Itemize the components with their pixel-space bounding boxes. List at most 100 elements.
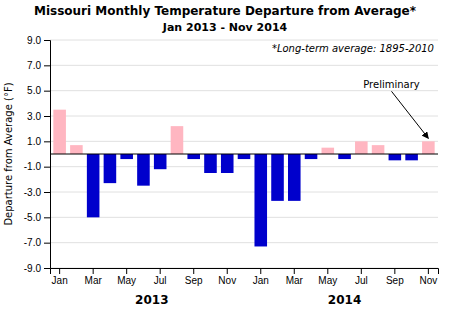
x-tick: May xyxy=(318,268,337,286)
x-tick-label: Jan xyxy=(253,275,269,286)
bar xyxy=(405,154,418,160)
y-tick-mark xyxy=(44,167,50,168)
y-tick-label: -5.0 xyxy=(24,212,42,223)
bar xyxy=(137,154,150,186)
x-tick: Nov xyxy=(419,268,437,286)
bar xyxy=(322,148,335,154)
y-tick-mark xyxy=(44,141,50,142)
y-tick-label: -9.0 xyxy=(24,263,42,274)
x-tick-label: May xyxy=(318,275,337,286)
y-tick-label: 5.0 xyxy=(27,85,41,96)
chart: Missouri Monthly Temperature Departure f… xyxy=(0,0,450,312)
x-tick: Sep xyxy=(185,268,203,286)
annotation: *Long-term average: 1895-2010 xyxy=(272,43,434,54)
x-tick: Sep xyxy=(386,268,404,286)
y-tick-mark xyxy=(44,91,50,92)
y-tick: 1.0 xyxy=(27,136,50,147)
x-tick-label: Mar xyxy=(286,275,304,286)
x-tick: Jan xyxy=(253,268,269,286)
y-axis: -9.0 -7.0 -5.0 -3.0 -1.0 1.0 3.0 5.0 7.0 9.0 xyxy=(24,35,51,274)
x-tick-mark xyxy=(294,268,295,274)
zero-line xyxy=(50,154,438,155)
x-tick-label: Jan xyxy=(52,275,68,286)
x-tick: Jul xyxy=(355,268,368,286)
x-tick: Mar xyxy=(85,268,103,286)
x-tick-label: Nov xyxy=(218,275,236,286)
x-axis-line xyxy=(51,269,439,275)
bar xyxy=(305,154,318,159)
y-tick: -3.0 xyxy=(24,187,50,198)
y-tick-label: 3.0 xyxy=(27,111,41,122)
x-tick-mark xyxy=(327,268,328,274)
y-tick-label: -7.0 xyxy=(24,237,42,248)
y-tick: 5.0 xyxy=(27,85,50,96)
grid-line xyxy=(50,242,438,243)
x-tick: Jan xyxy=(52,268,68,286)
x-tick-mark xyxy=(126,268,127,274)
grid-line xyxy=(50,192,438,193)
grid-line xyxy=(50,141,438,142)
annotation: Preliminary xyxy=(363,79,420,90)
bar xyxy=(355,141,368,154)
y-axis-title: Departure from Average (°F) xyxy=(3,82,14,225)
x-tick-mark xyxy=(93,268,94,274)
bar xyxy=(154,154,167,169)
bar xyxy=(271,154,284,201)
annotation-arrow xyxy=(391,91,428,138)
y-tick-mark xyxy=(44,116,50,117)
y-tick-mark xyxy=(44,65,50,66)
bar xyxy=(221,154,234,173)
bar xyxy=(87,154,100,217)
x-tick-mark xyxy=(193,268,194,274)
x-tick-mark xyxy=(260,268,261,274)
x-tick-mark xyxy=(59,268,60,274)
x-tick-label: May xyxy=(117,275,136,286)
x-tick-label: Jul xyxy=(154,275,167,286)
bar xyxy=(389,154,402,160)
bar xyxy=(338,154,351,159)
x-tick-label: Sep xyxy=(185,275,203,286)
bar xyxy=(120,154,133,159)
y-tick-label: 9.0 xyxy=(27,35,41,46)
grid xyxy=(50,40,438,268)
y-tick-label: 7.0 xyxy=(27,60,41,71)
y-tick-label: -3.0 xyxy=(24,187,42,198)
y-tick: 7.0 xyxy=(27,60,50,71)
x-axis: Jan Mar May Jul Sep Nov Jan Mar May Jul Sep Nov xyxy=(51,268,439,286)
x-tick-mark xyxy=(227,268,228,274)
y-tick-label: 1.0 xyxy=(27,136,41,147)
y-tick: 9.0 xyxy=(27,35,50,46)
x-tick-mark xyxy=(394,268,395,274)
x-tick-mark xyxy=(428,268,429,274)
y-tick-mark xyxy=(44,268,50,269)
y-tick-mark xyxy=(44,40,50,41)
x-tick-mark xyxy=(160,268,161,274)
y-tick: 3.0 xyxy=(27,111,50,122)
bar xyxy=(204,154,217,173)
y-tick-mark xyxy=(44,243,50,244)
x-tick-label: Mar xyxy=(85,275,103,286)
x-tick: Mar xyxy=(286,268,304,286)
plot: -9.0 -7.0 -5.0 -3.0 -1.0 1.0 3.0 5.0 7.0 9.0 Jan Ma… xyxy=(24,35,439,307)
x-tick: Jul xyxy=(154,268,167,286)
x-tick-mark xyxy=(361,268,362,274)
y-tick: -1.0 xyxy=(24,161,50,172)
x-tick-label: Nov xyxy=(419,275,437,286)
grid-line xyxy=(50,40,438,41)
x-tick-label: Jul xyxy=(355,275,368,286)
grid-line xyxy=(50,65,438,66)
y-tick: -9.0 xyxy=(24,263,50,274)
y-tick-mark xyxy=(44,217,50,218)
grid-line xyxy=(50,116,438,117)
bar xyxy=(288,154,301,201)
grid-line xyxy=(50,90,438,91)
bar xyxy=(53,110,66,154)
title: Missouri Monthly Temperature Departure f… xyxy=(34,4,417,18)
bar xyxy=(187,154,200,159)
bar xyxy=(254,154,267,246)
bars xyxy=(50,110,438,247)
x-tick: Nov xyxy=(218,268,236,286)
bar xyxy=(171,126,184,154)
bar xyxy=(372,145,385,154)
bar xyxy=(422,141,435,154)
